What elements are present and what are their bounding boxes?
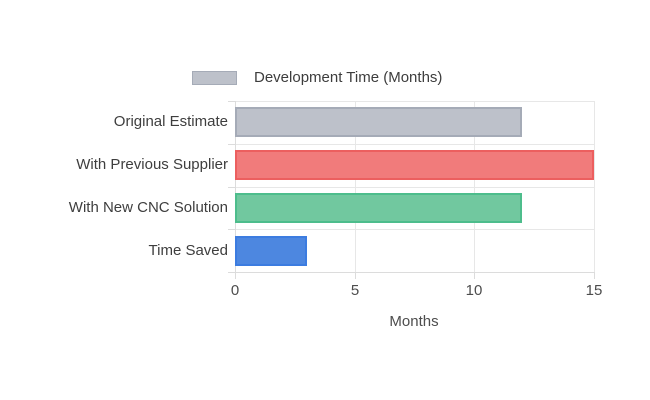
x-axis-title: Months xyxy=(389,313,439,330)
legend-swatch xyxy=(192,71,237,85)
category-label-original-estimate: Original Estimate xyxy=(113,113,228,131)
plot-area xyxy=(228,101,595,279)
y-axis-tick-mark xyxy=(228,272,235,273)
y-axis-tick-mark xyxy=(228,229,235,230)
x-tick-label: 5 xyxy=(350,282,360,299)
bar-original-estimate xyxy=(235,107,523,138)
bar-with-previous-supplier xyxy=(235,150,594,181)
x-tick-label: 15 xyxy=(585,282,603,299)
x-tick-label: 0 xyxy=(230,282,240,299)
gridline-vertical xyxy=(355,101,356,272)
gridline-horizontal xyxy=(235,144,594,145)
gridline-vertical xyxy=(594,101,595,272)
x-axis-tick-mark xyxy=(474,272,475,279)
gridline-vertical xyxy=(235,101,236,272)
category-label-with-previous-supplier: With Previous Supplier xyxy=(76,156,228,174)
category-label-with-new-cnc-solution: With New CNC Solution xyxy=(68,198,228,216)
gridline-horizontal xyxy=(235,187,594,188)
bar-time-saved xyxy=(235,235,307,266)
gridline-horizontal xyxy=(235,229,594,230)
gridline-horizontal xyxy=(235,101,594,102)
y-axis-tick-mark xyxy=(228,101,235,102)
x-tick-label: 10 xyxy=(465,282,483,299)
y-axis-tick-mark xyxy=(228,144,235,145)
gridline-vertical xyxy=(474,101,475,272)
x-axis-tick-mark xyxy=(594,272,595,279)
legend-item-development-time[interactable]: Development Time (Months) xyxy=(192,70,442,86)
legend-label: Development Time (Months) xyxy=(254,69,443,86)
gridline-horizontal xyxy=(235,272,594,273)
y-axis-tick-mark xyxy=(228,187,235,188)
x-axis-tick-mark xyxy=(235,272,236,279)
x-axis-tick-mark xyxy=(355,272,356,279)
category-label-time-saved: Time Saved xyxy=(148,241,228,259)
bar-with-new-cnc-solution xyxy=(235,192,523,223)
